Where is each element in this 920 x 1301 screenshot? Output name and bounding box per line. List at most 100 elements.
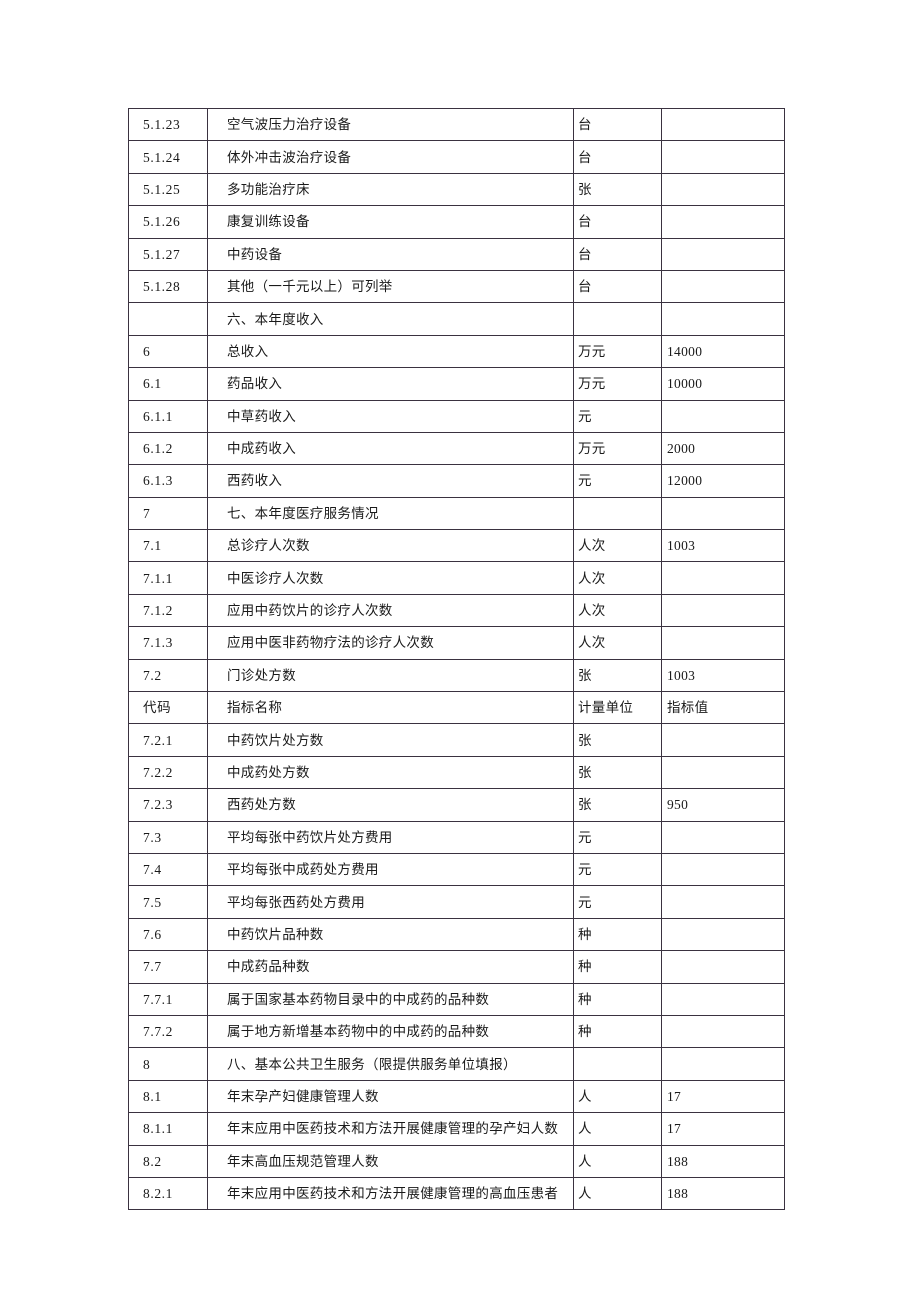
- cell-value: [661, 982, 785, 1016]
- cell-indicator-name: 门诊处方数: [207, 658, 574, 693]
- cell-unit: 万元: [573, 431, 662, 466]
- cell-unit: 人: [573, 1144, 662, 1178]
- cell-code: 8.1.1: [128, 1112, 208, 1146]
- cell-value: [661, 269, 785, 304]
- cell-value: 1003: [661, 529, 785, 563]
- cell-code: 5.1.23: [128, 107, 208, 142]
- cell-code: 5.1.24: [128, 140, 208, 174]
- cell-value: [661, 107, 785, 142]
- table-row: 6.1.3 西药收入元 12000: [128, 464, 785, 498]
- cell-value: [661, 723, 785, 757]
- cell-code: 5.1.25: [128, 172, 208, 207]
- cell-unit: 张: [573, 723, 662, 757]
- cell-code: 7.2.2: [128, 755, 208, 790]
- table-row: 7.1.1 中医诊疗人次数 人次: [128, 561, 785, 595]
- cell-code: 6.1.2: [128, 431, 208, 466]
- cell-unit: 台: [573, 269, 662, 304]
- cell-code: 7.2: [128, 658, 208, 693]
- table-row: 7.2.3 西药处方数张 950: [128, 788, 785, 822]
- cell-value: [661, 399, 785, 433]
- cell-unit: 种: [573, 982, 662, 1016]
- cell-code: 6.1.1: [128, 399, 208, 433]
- cell-code: 8.2: [128, 1144, 208, 1178]
- table-row: 7.6 中药饮片品种数种: [128, 917, 785, 952]
- cell-code: 7.2.1: [128, 723, 208, 757]
- table-row: 7.7.1 属于国家基本药物目录中的中成药的品种数种: [128, 982, 785, 1016]
- table-body: 5.1.23 空气波压力治疗设备台 5.1.24 体外冲击波治疗设备台 5.1.25 多功…: [128, 107, 785, 1211]
- table-row: 6.1.2 中成药收入 万元 2000: [128, 431, 785, 466]
- cell-indicator-name: 总收入: [207, 334, 574, 369]
- cell-value: [661, 237, 785, 271]
- table-row: 7.2.1 中药饮片处方数张: [128, 723, 785, 757]
- table-row: 7.3 平均每张中药饮片处方费用元: [128, 820, 785, 854]
- table-row: 7.7.2 属于地方新增基本药物中的中成药的品种数种: [128, 1014, 785, 1049]
- cell-value: [661, 917, 785, 952]
- cell-code: 6.1.3: [128, 464, 208, 498]
- table-row: 8.1 年末孕产妇健康管理人数人 17: [128, 1079, 785, 1114]
- table-row: 六、本年度收入: [128, 302, 785, 336]
- cell-indicator-name: 平均每张中成药处方费用: [207, 852, 574, 887]
- table-row: 7 七、本年度医疗服务情况: [128, 496, 785, 531]
- cell-code: 7.1.3: [128, 626, 208, 660]
- cell-code: 7.2.3: [128, 788, 208, 822]
- cell-value: [661, 852, 785, 887]
- cell-indicator-name: 总诊疗人次数: [207, 529, 574, 563]
- cell-indicator-name: 六、本年度收入: [207, 302, 574, 336]
- cell-code: 5.1.28: [128, 269, 208, 304]
- cell-unit: 万元: [573, 367, 662, 401]
- cell-indicator-name: 七、本年度医疗服务情况: [207, 496, 574, 531]
- table-row: 5.1.24 体外冲击波治疗设备台: [128, 140, 785, 174]
- table-row: 7.2.2 中成药处方数张: [128, 755, 785, 790]
- cell-unit: 人: [573, 1112, 662, 1146]
- cell-indicator-name: 药品收入: [207, 367, 574, 401]
- cell-unit: [573, 1047, 662, 1081]
- cell-code: 6: [128, 334, 208, 369]
- cell-value: 14000: [661, 334, 785, 369]
- cell-code: 8: [128, 1047, 208, 1081]
- cell-value: [661, 172, 785, 207]
- table-row: 5.1.23 空气波压力治疗设备台: [128, 107, 785, 142]
- cell-unit: 人次: [573, 593, 662, 628]
- table-row: 7.1.3 应用中医非药物疗法的诊疗人次数 人次: [128, 626, 785, 660]
- cell-indicator-name: 属于国家基本药物目录中的中成药的品种数: [207, 982, 574, 1016]
- cell-indicator-name: 其他（一千元以上）可列举: [207, 269, 574, 304]
- cell-unit: 张: [573, 172, 662, 207]
- cell-indicator-name: 年末高血压规范管理人数: [207, 1144, 574, 1178]
- cell-unit: 台: [573, 107, 662, 142]
- cell-code: 7.5: [128, 885, 208, 919]
- cell-unit: 元: [573, 885, 662, 919]
- cell-indicator-name: 多功能治疗床: [207, 172, 574, 207]
- statistics-table: 5.1.23 空气波压力治疗设备台 5.1.24 体外冲击波治疗设备台 5.1.25 多功…: [128, 107, 785, 1211]
- cell-value: 188: [661, 1176, 785, 1211]
- cell-value: 10000: [661, 367, 785, 401]
- cell-code: 8.2.1: [128, 1176, 208, 1211]
- cell-indicator-name: 年末应用中医药技术和方法开展健康管理的孕产妇人数: [207, 1112, 574, 1146]
- cell-unit: 台: [573, 237, 662, 271]
- cell-unit: [573, 496, 662, 531]
- cell-indicator-name: 体外冲击波治疗设备: [207, 140, 574, 174]
- cell-code: 7.1.2: [128, 593, 208, 628]
- cell-unit: 人: [573, 1176, 662, 1211]
- table-row: 8 八、基本公共卫生服务（限提供服务单位填报）: [128, 1047, 785, 1081]
- cell-indicator-name: 应用中医非药物疗法的诊疗人次数: [207, 626, 574, 660]
- cell-unit: 台: [573, 140, 662, 174]
- cell-value: 17: [661, 1079, 785, 1114]
- cell-unit: 元: [573, 852, 662, 887]
- cell-unit: 计量单位: [573, 691, 662, 725]
- cell-code: 7.7.2: [128, 1014, 208, 1049]
- table-header-row: 代码 指标名称 计量单位 指标值: [128, 691, 785, 725]
- table-row: 6.1.1 中草药收入元: [128, 399, 785, 433]
- table-row: 8.2.1 年末应用中医药技术和方法开展健康管理的高血压患者人 188: [128, 1176, 785, 1211]
- table-row: 7.7 中成药品种数种: [128, 950, 785, 984]
- table-row: 5.1.27 中药设备台: [128, 237, 785, 271]
- cell-unit: 张: [573, 755, 662, 790]
- cell-code: 7.4: [128, 852, 208, 887]
- cell-indicator-name: 属于地方新增基本药物中的中成药的品种数: [207, 1014, 574, 1049]
- cell-indicator-name: 年末孕产妇健康管理人数: [207, 1079, 574, 1114]
- cell-indicator-name: 年末应用中医药技术和方法开展健康管理的高血压患者: [207, 1176, 574, 1211]
- cell-unit: 张: [573, 658, 662, 693]
- table-row: 7.5 平均每张西药处方费用元: [128, 885, 785, 919]
- cell-value: 1003: [661, 658, 785, 693]
- cell-indicator-name: 八、基本公共卫生服务（限提供服务单位填报）: [207, 1047, 574, 1081]
